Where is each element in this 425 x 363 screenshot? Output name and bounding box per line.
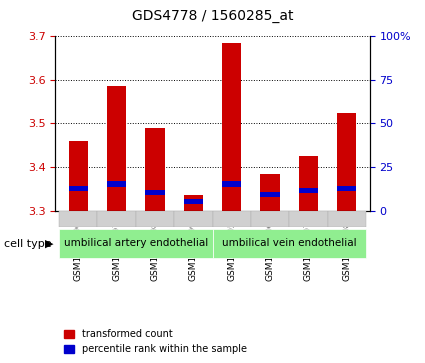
FancyBboxPatch shape xyxy=(136,211,174,227)
Bar xyxy=(69,141,88,211)
Bar xyxy=(261,192,280,197)
Bar xyxy=(337,186,356,191)
Bar xyxy=(222,43,241,211)
FancyBboxPatch shape xyxy=(212,211,251,227)
Text: cell type: cell type xyxy=(4,239,52,249)
Legend: transformed count, percentile rank within the sample: transformed count, percentile rank withi… xyxy=(60,326,250,358)
FancyBboxPatch shape xyxy=(97,211,136,227)
FancyBboxPatch shape xyxy=(251,211,289,227)
Bar xyxy=(337,113,356,211)
Bar xyxy=(261,174,280,211)
FancyBboxPatch shape xyxy=(59,211,97,227)
FancyBboxPatch shape xyxy=(212,229,366,258)
FancyBboxPatch shape xyxy=(328,211,366,227)
Text: umbilical artery endothelial: umbilical artery endothelial xyxy=(64,238,208,248)
FancyBboxPatch shape xyxy=(174,211,212,227)
Bar xyxy=(107,86,126,211)
Bar xyxy=(107,182,126,187)
Bar xyxy=(69,186,88,191)
FancyBboxPatch shape xyxy=(289,211,328,227)
FancyBboxPatch shape xyxy=(59,229,212,258)
Text: GDS4778 / 1560285_at: GDS4778 / 1560285_at xyxy=(132,9,293,23)
Text: ▶: ▶ xyxy=(45,239,53,249)
Bar xyxy=(299,156,318,211)
Bar xyxy=(145,190,164,195)
Bar xyxy=(145,128,164,211)
Bar xyxy=(184,199,203,204)
Bar xyxy=(184,195,203,211)
Bar xyxy=(299,188,318,193)
Text: umbilical vein endothelial: umbilical vein endothelial xyxy=(222,238,357,248)
Bar xyxy=(222,182,241,187)
